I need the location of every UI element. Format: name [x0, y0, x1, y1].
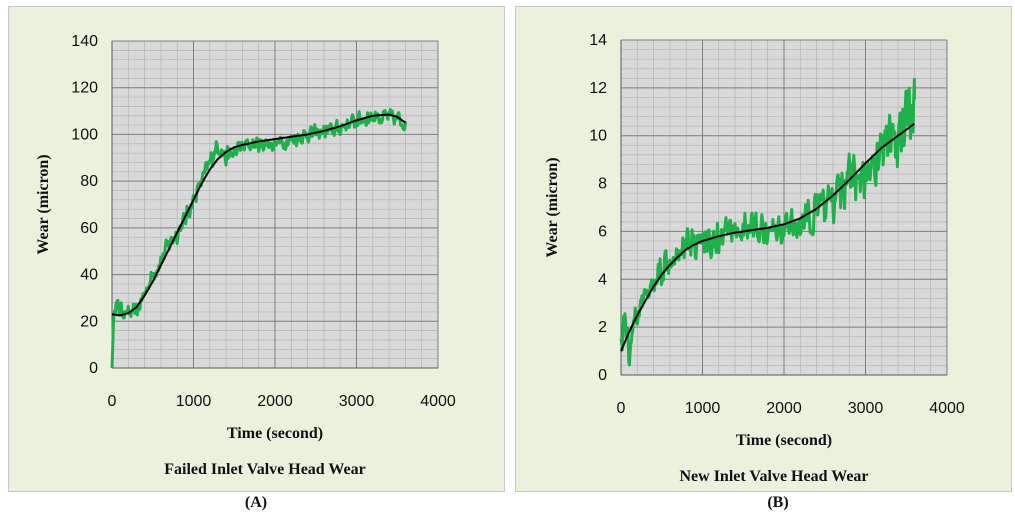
chart-a-y-axis-title: Wear (micron) [35, 154, 52, 254]
chart-b-y-tick-label: 8 [598, 176, 607, 193]
chart-b-x-tick-label: 0 [617, 400, 626, 417]
caption-b: (B) [767, 494, 789, 511]
chart-b-y-tick-label: 12 [589, 80, 607, 97]
chart-a-y-tick-label: 100 [71, 126, 98, 143]
chart-a-y-tick-label: 140 [71, 33, 98, 50]
chart-b-y-tick-label: 4 [598, 271, 607, 288]
caption-a: (A) [244, 494, 268, 511]
chart-b-svg: 0 1000 2000 3000 4000 0 2 4 6 8 10 12 14 Time (second… [544, 32, 965, 485]
chart-a-y-tick-label: 120 [71, 80, 98, 97]
chart-b-x-tick-label: 4000 [929, 400, 965, 417]
chart-a-series-measured-line [110, 108, 407, 369]
chart-a-svg: 0 1000 2000 3000 4000 0 20 40 60 80 100 120 140 Time … [35, 33, 456, 478]
chart-a-series-trend-line [111, 113, 406, 317]
chart-b-y-tick-label: 10 [589, 128, 607, 145]
chart-a-y-tick-label: 40 [80, 267, 98, 284]
chart-b-y-tick-label: 0 [598, 367, 607, 384]
chart-b-y-axis-title: Wear (micron) [544, 157, 561, 257]
chart-a-y-tick-label: 60 [80, 220, 98, 237]
chart-a-x-tick-label: 2000 [257, 393, 293, 410]
chart-a-y-tick-label: 0 [89, 360, 98, 377]
chart-a-x-axis-title: Time (second) [227, 425, 323, 442]
chart-b-series-trend-line [620, 122, 915, 352]
chart-b-series-measured-line [619, 77, 916, 367]
chart-a-x-tick-label: 0 [108, 393, 117, 410]
chart-b-x-tick-label: 2000 [766, 400, 802, 417]
chart-panel-a: 0 1000 2000 3000 4000 0 20 40 60 80 100 120 140 Time … [8, 6, 505, 492]
chart-panel-b: 0 1000 2000 3000 4000 0 2 4 6 8 10 12 14 Time (second… [515, 6, 1012, 492]
chart-b-y-tick-label: 14 [589, 32, 607, 49]
chart-b-x-tick-label: 1000 [685, 400, 721, 417]
chart-b-x-tick-label: 3000 [848, 400, 884, 417]
chart-b-y-tick-label: 2 [598, 319, 607, 336]
chart-a-y-tick-label: 80 [80, 173, 98, 190]
chart-a-title: Failed Inlet Valve Head Wear [164, 461, 365, 478]
chart-b-y-tick-label: 6 [598, 223, 607, 240]
chart-a-y-tick-label: 20 [80, 313, 98, 330]
chart-a-x-tick-label: 1000 [176, 393, 212, 410]
chart-a-x-tick-label: 4000 [420, 393, 456, 410]
chart-b-title: New Inlet Valve Head Wear [679, 468, 868, 485]
chart-a-x-tick-label: 3000 [339, 393, 375, 410]
chart-b-x-axis-title: Time (second) [736, 432, 832, 449]
